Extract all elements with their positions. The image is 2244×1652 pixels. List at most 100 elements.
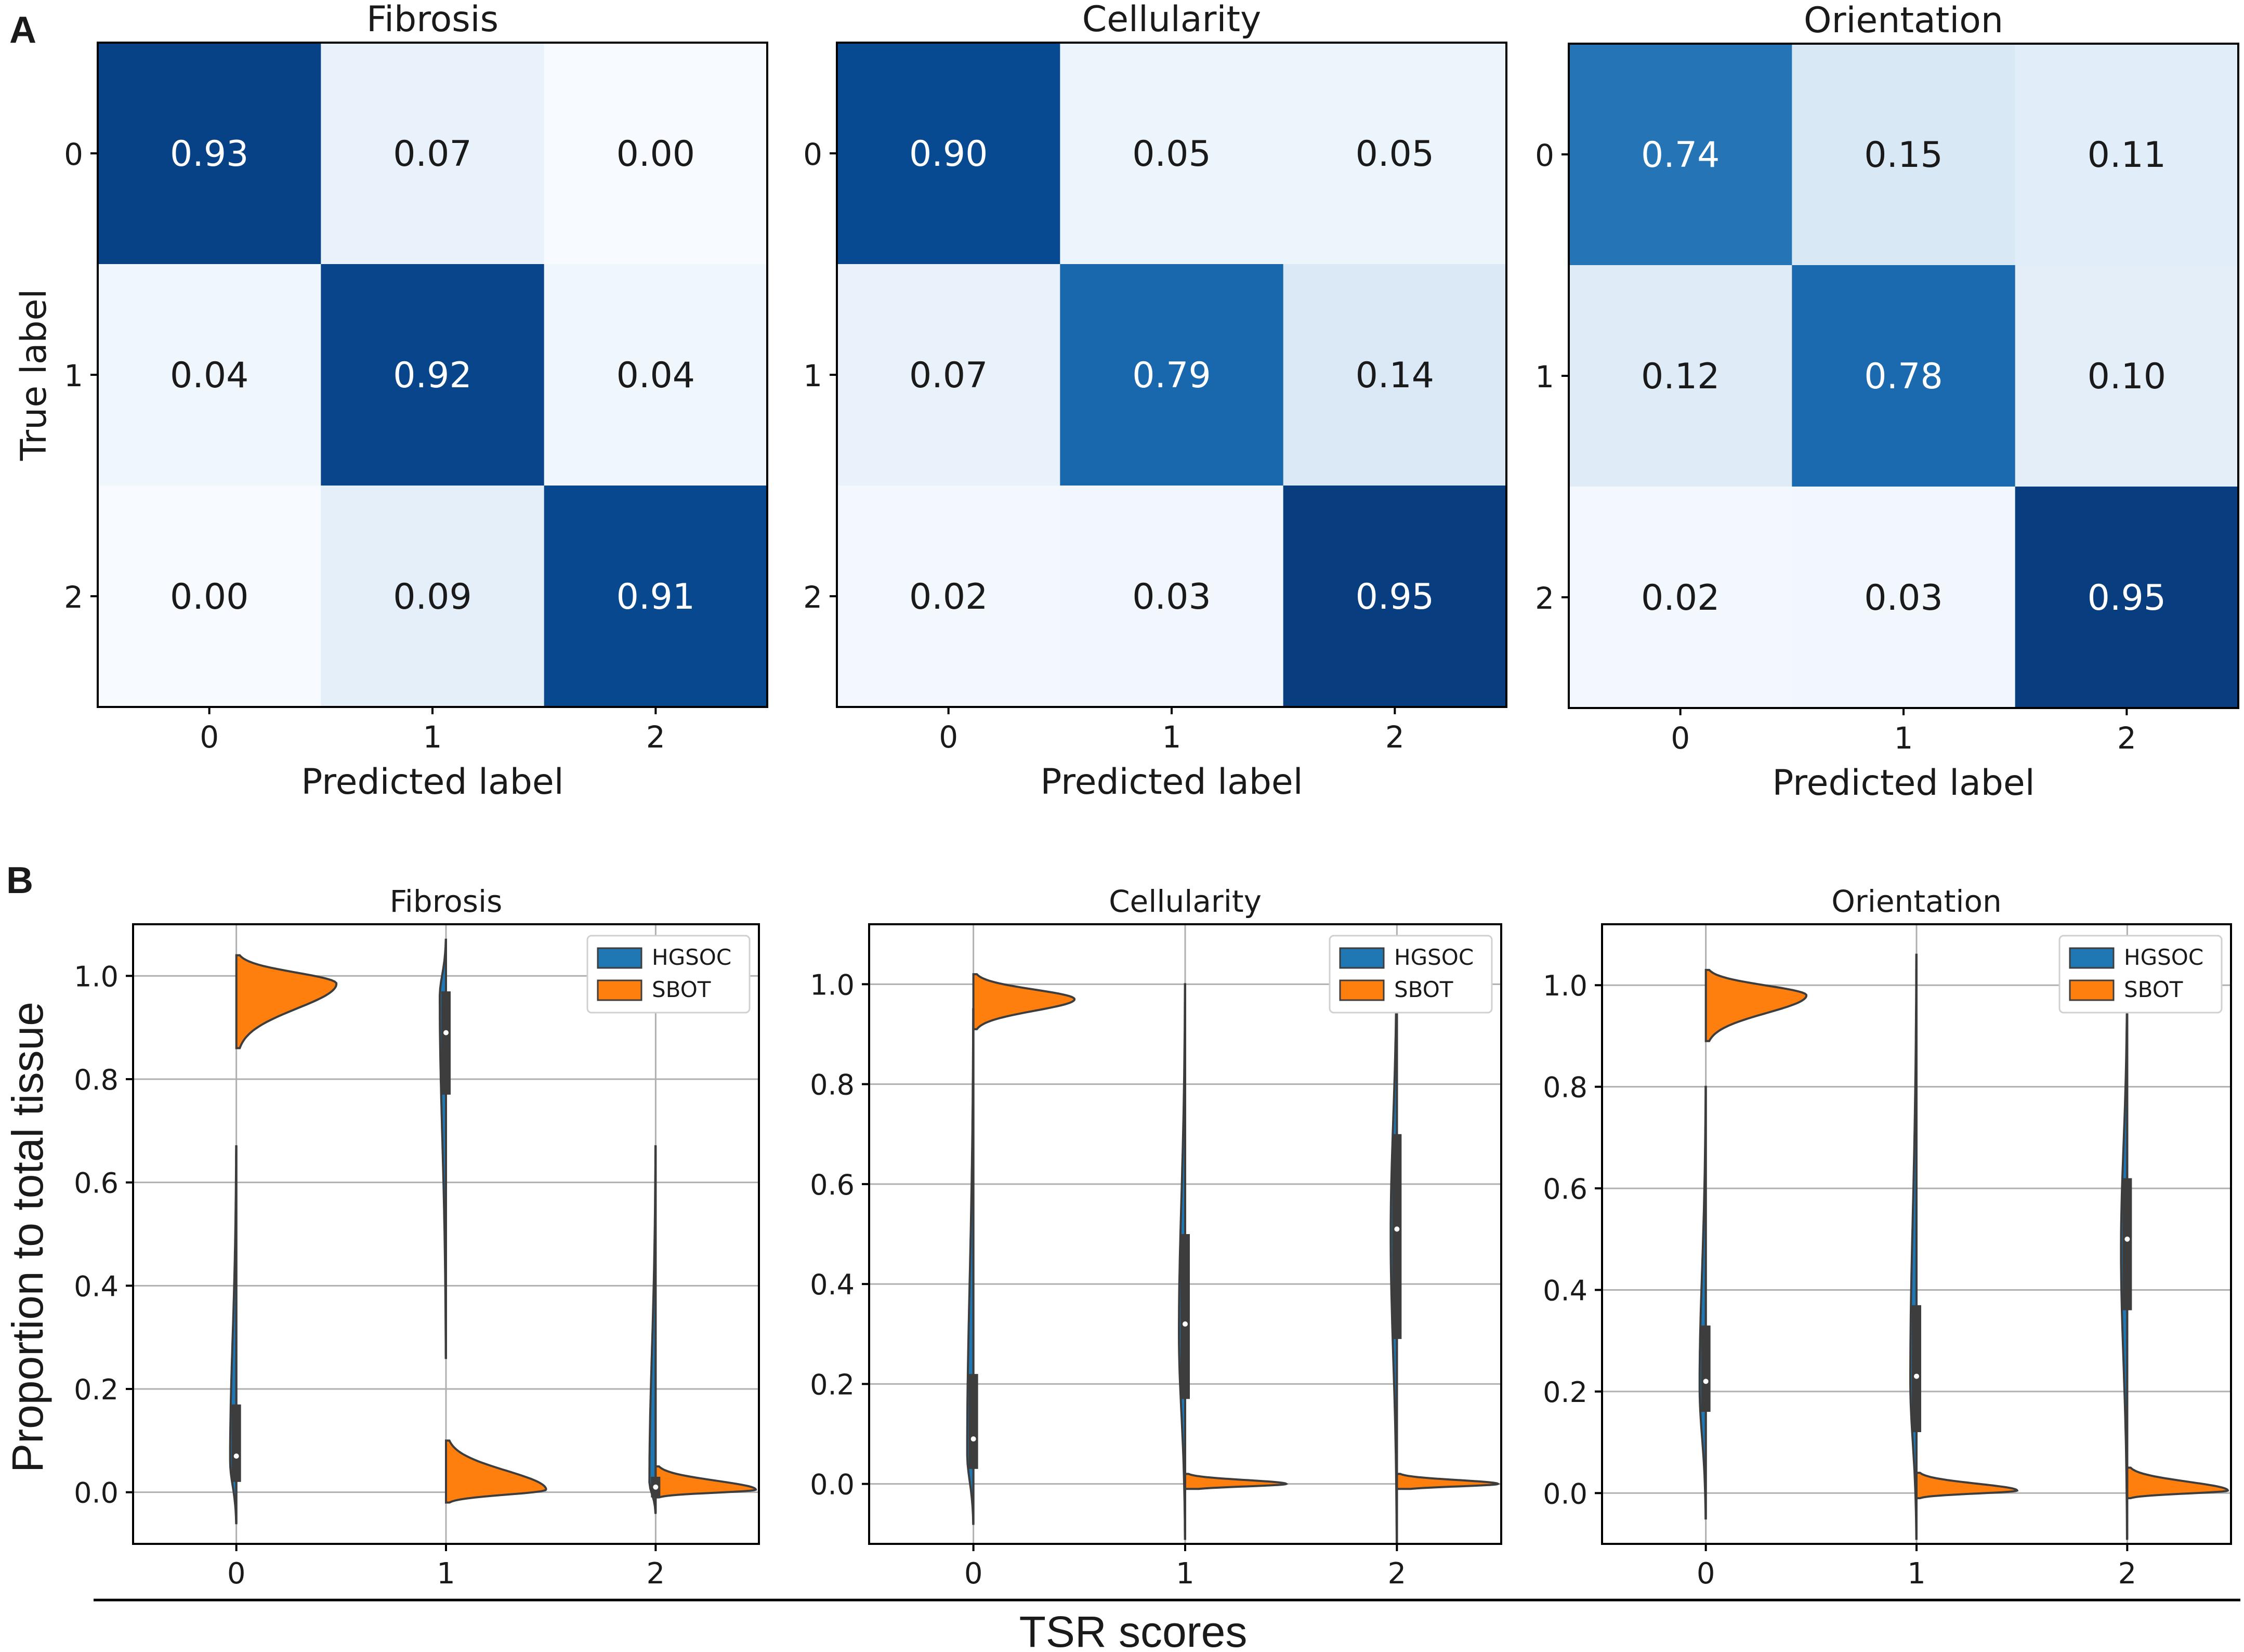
violin-box: [1701, 1325, 1711, 1412]
violin-sbot: [2126, 1466, 2229, 1500]
y-tick-label: 1: [803, 358, 822, 394]
violin-sbot: [654, 1465, 757, 1499]
y-tick-label: 0.8: [74, 1064, 119, 1096]
heatmap-cell: [837, 43, 1060, 265]
violin-sbot: [1915, 1472, 2019, 1500]
violin-box: [1180, 1234, 1190, 1399]
heatmap-cell: [1283, 486, 1507, 707]
violin-sbot: [235, 954, 338, 1050]
heatmap-cell: [321, 43, 545, 265]
x-tick-label: 1: [423, 719, 442, 755]
x-tick-label: 2: [1385, 719, 1405, 755]
y-tick-label: 1: [1535, 359, 1554, 395]
x-tick-label: 1: [437, 1557, 455, 1591]
y-tick-label: 1.0: [74, 960, 119, 993]
violin-box: [231, 1404, 241, 1482]
legend-swatch: [2069, 947, 2115, 969]
y-tick-label: 0.6: [810, 1169, 855, 1201]
y-tick-label: 0.4: [74, 1270, 119, 1303]
y-tick-label: 0: [1535, 138, 1554, 173]
x-tick-label: 1: [1176, 1557, 1195, 1591]
chart-title: Cellularity: [1109, 884, 1262, 919]
violin-box: [441, 991, 451, 1095]
violin-sbot: [972, 973, 1076, 1030]
y-tick-label: 0: [64, 137, 83, 172]
heatmap-cell: [1060, 43, 1284, 265]
cell-value-label: 0.14: [1356, 355, 1434, 396]
cell-value-label: 0.03: [1132, 576, 1211, 618]
y-axis-label: True label: [14, 289, 55, 462]
legend-label: SBOT: [652, 977, 711, 1002]
x-tick-label: 0: [1671, 720, 1690, 756]
violin-plot-cellularity: Cellularity 0.0 0.2 0.4 0.6 0.8 1.0 0 1 2 HGSOC SBO…: [810, 884, 1502, 1591]
x-axis-label: Predicted label: [301, 762, 563, 803]
cell-value-label: 0.93: [170, 134, 248, 175]
violin-sbot: [1396, 1473, 1500, 1490]
heatmap-cell: [1792, 44, 2016, 266]
y-tick-label: 0.6: [1543, 1173, 1587, 1205]
violin-plot-orientation: Orientation 0.0 0.2 0.4 0.6 0.8 1.0 0 1 2 HGSOC SBO…: [1543, 884, 2232, 1591]
cell-value-label: 0.09: [393, 576, 471, 618]
legend-swatch: [597, 947, 642, 969]
y-tick-label: 1.0: [810, 968, 855, 1001]
heatmap-cell: [1060, 264, 1284, 486]
violin-box: [1912, 1305, 1921, 1433]
y-tick-label: 1: [64, 358, 83, 394]
x-tick-label: 0: [1697, 1557, 1715, 1591]
violin-box: [968, 1374, 978, 1469]
violin-box: [1392, 1134, 1402, 1339]
violin-median-dot: [970, 1436, 976, 1442]
x-tick-label: 2: [2118, 1557, 2137, 1591]
x-tick-label: 0: [227, 1557, 246, 1591]
legend-label: SBOT: [1394, 977, 1453, 1002]
cell-value-label: 0.15: [1864, 135, 1943, 176]
x-tick-label: 1: [1907, 1557, 1926, 1591]
legend-label: SBOT: [2124, 977, 2183, 1002]
y-tick-label: 0.2: [74, 1373, 119, 1406]
legend-label: HGSOC: [652, 945, 731, 970]
x-axis-label: Predicted label: [1772, 763, 2035, 804]
cell-value-label: 0.78: [1864, 356, 1943, 397]
cell-value-label: 0.12: [1641, 356, 1720, 397]
cell-value-label: 0.00: [170, 576, 248, 618]
heatmap-cell: [1792, 265, 2016, 487]
cell-value-label: 0.04: [170, 355, 248, 396]
y-tick-label: 1.0: [1543, 969, 1587, 1002]
heatmap-cell: [837, 486, 1060, 707]
heatmap-cell: [321, 486, 545, 707]
cell-value-label: 0.02: [1641, 578, 1720, 619]
violin-sbot: [1184, 1473, 1289, 1490]
heatmap-cell: [837, 264, 1060, 486]
chart-title: Orientation: [1831, 884, 2001, 919]
cell-value-label: 0.02: [909, 576, 988, 618]
heatmap-cell: [98, 43, 321, 265]
x-tick-label: 2: [646, 719, 665, 755]
cell-value-label: 0.07: [393, 134, 471, 175]
heatmap-cell: [98, 264, 321, 486]
y-tick-label: 0.0: [1543, 1477, 1587, 1510]
cell-value-label: 0.91: [616, 576, 695, 618]
x-tick-label: 2: [647, 1557, 665, 1591]
heatmap-cell: [1792, 487, 2016, 709]
y-tick-label: 0.0: [810, 1469, 855, 1501]
panel-label-b: B: [6, 860, 33, 901]
heatmap-cell: [2015, 487, 2239, 709]
violin-sbot: [445, 1439, 547, 1504]
legend-swatch: [2069, 979, 2115, 1001]
y-tick-label: 0.0: [74, 1477, 119, 1510]
cell-value-label: 0.04: [616, 355, 695, 396]
panel-label-a: A: [9, 9, 36, 51]
confusion-matrix-fibrosis: 0.93 0.07 0.00 0.04 0.92 0.04 0.00 0.09 0.91 Fibr…: [14, 0, 768, 803]
heatmap-cell: [544, 43, 768, 265]
cell-value-label: 0.10: [2088, 356, 2166, 397]
cell-value-label: 0.03: [1864, 578, 1943, 619]
heatmap-cell: [1569, 44, 1792, 266]
violin-y-axis-label: Proportion to total tissue: [3, 1002, 52, 1473]
cell-value-label: 0.95: [1356, 576, 1434, 618]
x-tick-label: 2: [2117, 720, 2136, 756]
confusion-matrix-orientation: 0.74 0.15 0.11 0.12 0.78 0.10 0.02 0.03 0.95 Orie…: [1535, 0, 2239, 804]
y-tick-label: 0.2: [810, 1368, 855, 1401]
cell-value-label: 0.05: [1132, 134, 1211, 175]
heatmap-cell: [1283, 43, 1507, 265]
x-tick-label: 2: [1388, 1557, 1407, 1591]
